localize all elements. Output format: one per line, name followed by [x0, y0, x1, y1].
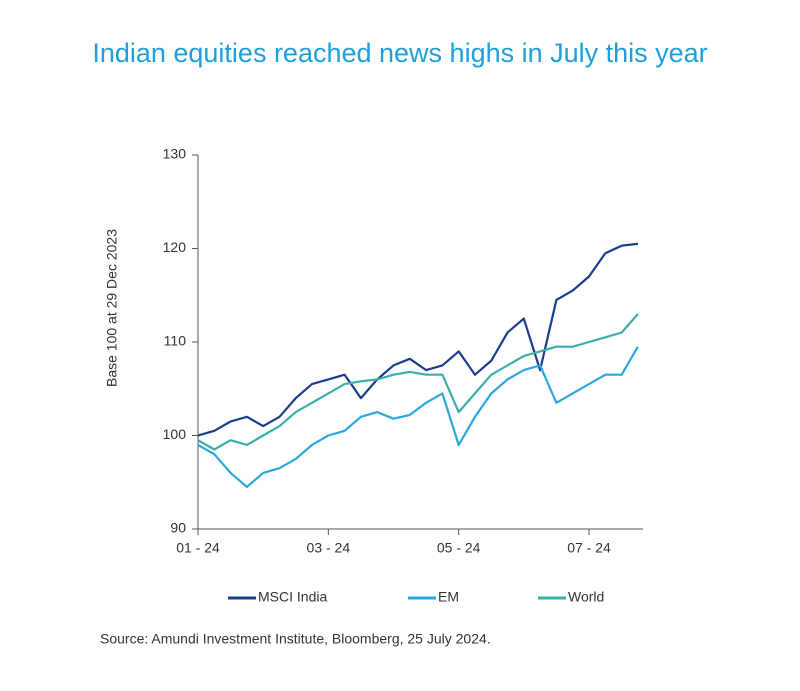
- legend-label: World: [568, 589, 604, 605]
- source-note: Source: Amundi Investment Institute, Blo…: [100, 631, 491, 647]
- chart-title: Indian equities reached news highs in Ju…: [92, 38, 707, 68]
- x-tick-label: 07 - 24: [567, 540, 611, 556]
- y-tick-label: 90: [170, 520, 186, 536]
- x-tick-label: 01 - 24: [176, 540, 220, 556]
- y-tick-label: 130: [163, 146, 187, 162]
- series-line: [197, 313, 639, 451]
- legend-label: MSCI India: [258, 589, 327, 605]
- y-axis-label: Base 100 at 29 Dec 2023: [104, 229, 120, 387]
- x-tick-label: 03 - 24: [307, 540, 351, 556]
- y-tick-label: 120: [163, 239, 187, 255]
- series-line: [197, 242, 639, 437]
- y-tick-label: 100: [163, 426, 187, 442]
- series-line: [197, 346, 639, 488]
- x-tick-label: 05 - 24: [437, 540, 481, 556]
- legend-label: EM: [438, 589, 459, 605]
- y-tick-label: 110: [164, 333, 187, 349]
